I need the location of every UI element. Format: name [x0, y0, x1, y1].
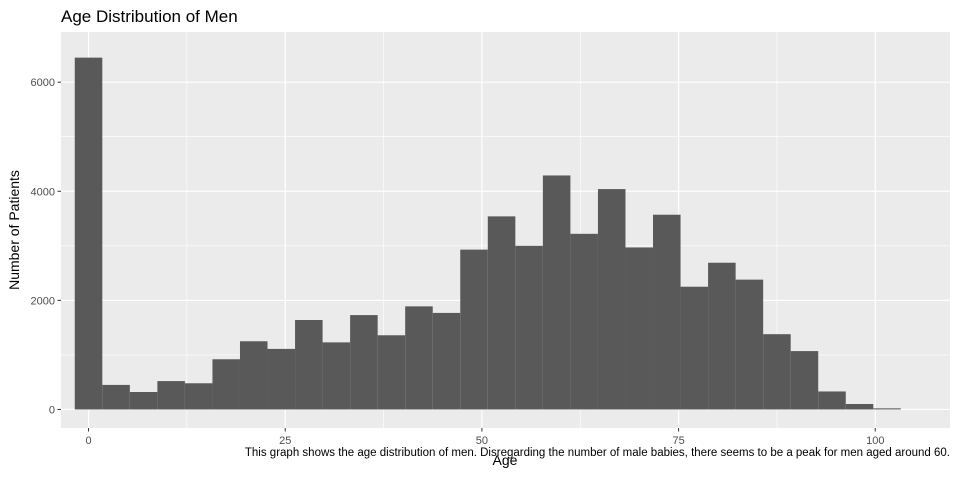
histogram-bar [267, 348, 296, 410]
histogram-bar [515, 245, 543, 410]
x-axis-ticks: 0 25 50 75 100 [85, 428, 884, 447]
histogram-bar [322, 342, 351, 410]
histogram-bar [790, 351, 819, 410]
histogram-bar [377, 335, 406, 410]
histogram-bar [570, 233, 598, 410]
histogram-bar [460, 249, 488, 410]
y-tick-label: 4000 [31, 186, 55, 198]
y-tick-label: 0 [49, 404, 55, 416]
histogram-bar [735, 279, 764, 410]
histogram-bar [74, 57, 103, 410]
histogram-bar [873, 408, 901, 410]
histogram-bar [432, 312, 461, 410]
histogram-bar [542, 175, 571, 410]
y-axis-ticks: 0 2000 4000 6000 [31, 77, 61, 416]
histogram-bar [405, 306, 433, 410]
histogram-bar [845, 404, 874, 410]
histogram-bar [680, 286, 709, 410]
x-tick-label: 25 [279, 435, 291, 447]
x-tick-label: 0 [85, 435, 91, 447]
histogram-bar [625, 247, 654, 410]
histogram-bar [239, 341, 268, 410]
histogram-bars [74, 57, 901, 410]
y-axis-title: Number of Patients [6, 170, 22, 290]
histogram-bar [708, 262, 736, 410]
y-tick-label: 6000 [31, 77, 55, 89]
histogram-bar [157, 381, 185, 410]
histogram-bar [350, 315, 378, 410]
x-tick-label: 50 [476, 435, 488, 447]
x-axis-title: Age [493, 452, 518, 468]
histogram-bar [653, 214, 681, 410]
histogram-bar [212, 359, 240, 410]
x-tick-label: 100 [866, 435, 884, 447]
chart-caption: This graph shows the age distribution of… [245, 447, 950, 459]
histogram-bar [129, 392, 158, 410]
histogram-bar [184, 383, 213, 410]
histogram-bar [295, 320, 323, 410]
histogram-bar [487, 216, 516, 410]
histogram-bar [818, 391, 846, 410]
chart-title: Age Distribution of Men [61, 7, 238, 26]
histogram-bar [763, 334, 791, 410]
x-tick-label: 75 [672, 435, 684, 447]
histogram-bar [102, 384, 130, 410]
y-tick-label: 2000 [31, 295, 55, 307]
histogram-bar [597, 189, 626, 410]
